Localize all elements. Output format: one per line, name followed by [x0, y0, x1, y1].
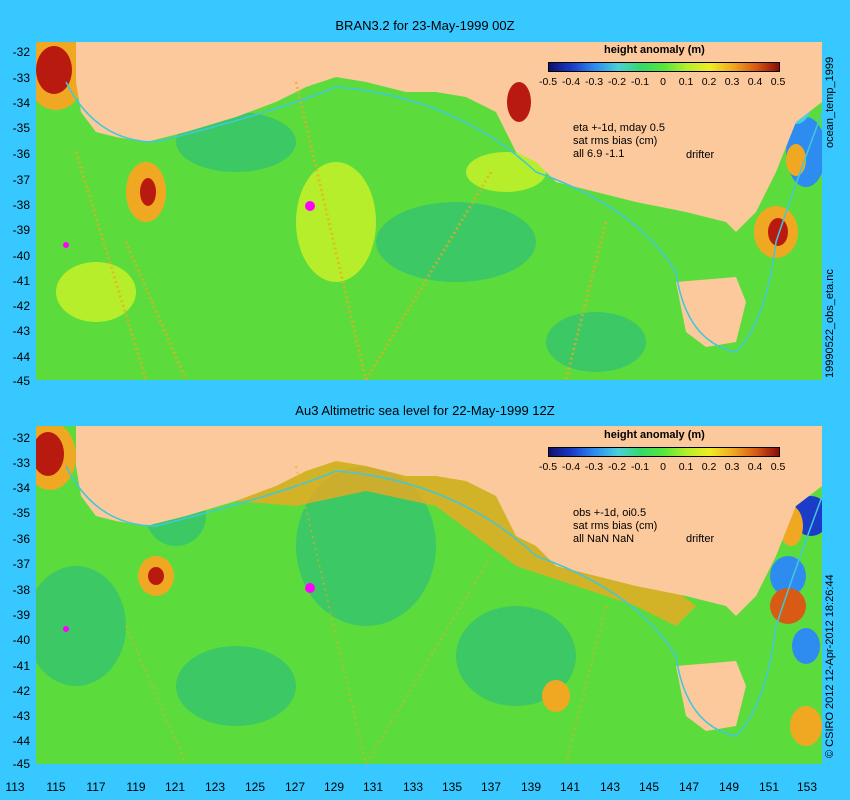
y-tick: -36 [12, 147, 30, 161]
drifter-track [305, 201, 315, 211]
x-tick: 147 [678, 780, 700, 794]
x-tick: 137 [480, 780, 502, 794]
panel1-colorbar [548, 62, 780, 72]
y-tick: -34 [12, 481, 30, 495]
panel2-colorbar [548, 447, 780, 457]
panel2-colorbar-title: height anomaly (m) [604, 429, 705, 441]
x-tick: 115 [46, 780, 66, 794]
panel1-side-label: 19990522_obs_eta.nc [824, 269, 836, 378]
y-tick: -34 [12, 96, 30, 110]
panel1-drifter-label: drifter [686, 149, 715, 161]
x-tick: 119 [126, 780, 146, 794]
y-tick: -39 [12, 608, 30, 622]
y-tick: -32 [12, 431, 30, 445]
panel1-map [36, 42, 822, 380]
panel2-side-label: © CSIRO 2012 12-Apr-2012 18:26:44 [824, 574, 836, 758]
panel2-title: Au3 Altimetric sea level for 22-May-1999… [295, 403, 555, 418]
y-tick: -39 [12, 223, 30, 237]
y-tick: -35 [12, 121, 30, 135]
y-tick: -38 [12, 198, 30, 212]
x-tick: 141 [559, 780, 581, 794]
y-tick: -42 [12, 299, 30, 313]
x-tick: 113 [5, 780, 25, 794]
y-tick: -35 [12, 506, 30, 520]
y-tick: -42 [12, 684, 30, 698]
y-tick: -32 [12, 45, 30, 59]
y-tick: -36 [12, 532, 30, 546]
x-tick: 139 [520, 780, 542, 794]
panel1-title: BRAN3.2 for 23-May-1999 00Z [335, 18, 515, 33]
x-tick: 149 [718, 780, 740, 794]
panel2-drifter-label: drifter [686, 533, 715, 545]
y-tick: -43 [12, 324, 30, 338]
y-tick: -38 [12, 583, 30, 597]
x-tick: 143 [599, 780, 621, 794]
y-tick: -37 [12, 173, 30, 187]
x-tick: 117 [86, 780, 106, 794]
y-tick: -41 [12, 274, 30, 288]
x-tick: 131 [362, 780, 384, 794]
x-tick: 145 [638, 780, 660, 794]
x-tick: 153 [796, 780, 818, 794]
y-tick: -33 [12, 456, 30, 470]
x-tick: 121 [164, 780, 186, 794]
y-tick: -40 [12, 249, 30, 263]
x-tick: 125 [244, 780, 266, 794]
y-tick: -41 [12, 659, 30, 673]
x-tick: 133 [402, 780, 424, 794]
y-tick: -44 [12, 350, 30, 364]
y-tick: -44 [12, 734, 30, 748]
panel2-annotation: obs +-1d, oi0.5 sat rms bias (cm) all Na… [573, 507, 658, 545]
x-tick: 129 [323, 780, 345, 794]
x-tick: 151 [758, 780, 780, 794]
y-tick: -37 [12, 557, 30, 571]
x-tick: 123 [204, 780, 226, 794]
panel2-map [36, 426, 822, 764]
x-tick: 135 [441, 780, 463, 794]
y-tick: -33 [12, 71, 30, 85]
panel1-annotation: eta +-1d, mday 0.5 sat rms bias (cm) all… [573, 122, 666, 160]
panel1-colorbar-title: height anomaly (m) [604, 44, 705, 56]
y-tick: -45 [12, 757, 30, 771]
y-tick: -43 [12, 709, 30, 723]
x-tick: 127 [284, 780, 306, 794]
y-tick: -45 [12, 374, 30, 388]
y-tick: -40 [12, 633, 30, 647]
panel1-right-label: ocean_temp_1999 [824, 56, 836, 148]
